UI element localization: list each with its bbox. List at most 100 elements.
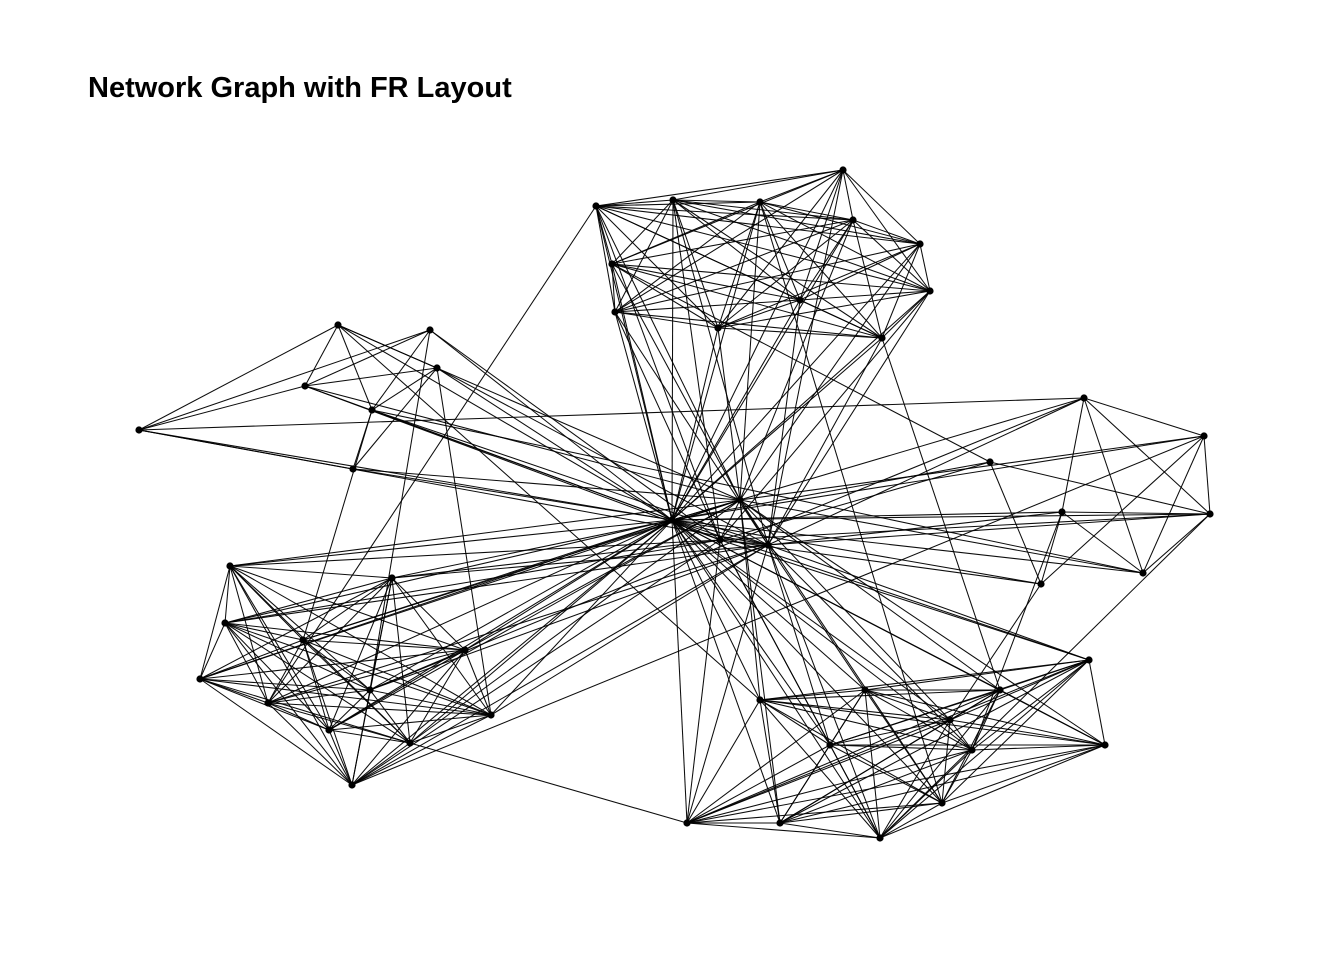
- edge-c1-c4: [686, 802, 943, 824]
- edge-h2-c2: [739, 499, 781, 824]
- node-c2: [776, 819, 784, 827]
- edge-c8-c11: [829, 689, 1001, 746]
- edge-h1-a10: [614, 311, 673, 521]
- edge-c2-c10: [759, 699, 781, 824]
- edge-h4-d7: [719, 461, 991, 541]
- edge-h4-b2: [224, 539, 721, 624]
- edge-b1-b6: [229, 565, 353, 786]
- edge-a7-a8: [799, 219, 854, 301]
- node-b4: [264, 699, 272, 707]
- edge-e1-e4: [138, 324, 339, 431]
- edge-h1-h3: [671, 519, 769, 546]
- edge-c8-c12: [949, 689, 1001, 721]
- edge-c11-c12: [829, 719, 951, 746]
- node-c5: [968, 746, 976, 754]
- edge-b2-b10: [224, 577, 393, 624]
- edge-b1-b9: [229, 565, 466, 651]
- node-a10: [611, 308, 619, 316]
- edge-h1-b6: [351, 519, 673, 786]
- edge-h1-d6: [671, 519, 1042, 585]
- node-d4: [1139, 569, 1147, 577]
- edge-e2-e3: [304, 367, 438, 387]
- edge-h1-d7: [671, 461, 991, 521]
- edge-c3-c10: [759, 699, 881, 839]
- edge-b2-b8: [224, 622, 492, 716]
- edge-b5-b9: [328, 649, 466, 731]
- edge-h1-c5: [671, 519, 973, 751]
- edge-h1-e5: [352, 468, 673, 521]
- edge-b1-b8: [229, 565, 492, 716]
- edge-a8-a12: [799, 299, 883, 339]
- node-d7: [986, 458, 994, 466]
- node-c1: [683, 819, 691, 827]
- edge-c5-c6: [971, 744, 1106, 751]
- edge-c10-c11: [759, 699, 831, 746]
- edge-e2-e5: [352, 367, 438, 470]
- node-a9: [714, 324, 722, 332]
- edge-a5-a12: [881, 243, 921, 339]
- edge-e2-e6: [371, 367, 438, 411]
- edge-h3-a6: [767, 290, 931, 546]
- edge-d1-d2: [1083, 397, 1205, 437]
- edge-a5-a6: [919, 243, 931, 292]
- edge-h3-c11: [767, 544, 831, 746]
- edge-c9-c11: [829, 689, 866, 746]
- edge-h1-b12: [369, 519, 673, 691]
- edge-h1-a11: [611, 263, 673, 521]
- edge-a3-a7: [759, 201, 854, 221]
- edge-e6-e7: [371, 329, 431, 411]
- edge-b4-b9: [267, 649, 466, 704]
- node-e3: [301, 382, 309, 390]
- edge-b3-b7: [199, 678, 411, 744]
- edge-b3-b11: [199, 639, 304, 680]
- node-c6: [1101, 741, 1109, 749]
- edge-e3-e4: [138, 385, 306, 431]
- edge-b1-b12: [229, 565, 371, 691]
- edge-a2-a10: [614, 199, 674, 313]
- edge-a3-a12: [759, 201, 883, 339]
- node-h3: [764, 541, 772, 549]
- edge-c3-c4: [879, 802, 943, 839]
- edge-c1-c6: [686, 744, 1106, 824]
- edge-c4-c11: [829, 744, 943, 804]
- edge-a11-d7: [611, 263, 991, 463]
- edge-b2-b12: [224, 622, 371, 691]
- edge-c2-c12: [779, 719, 951, 824]
- edge-h3-e6: [371, 409, 769, 546]
- edge-b3-b12: [199, 678, 371, 691]
- edge-h3-c3: [767, 544, 881, 839]
- edge-b8-e2: [436, 367, 492, 716]
- edge-h2-b5: [328, 499, 741, 731]
- edge-c2-c3: [779, 822, 881, 839]
- edge-c3-c6: [879, 744, 1106, 839]
- edge-a7-a10: [614, 219, 854, 313]
- edge-h2-b3: [199, 499, 741, 680]
- edge-a2-a4: [672, 169, 844, 201]
- edge-h1-d5: [671, 511, 1063, 521]
- edge-a5-a8: [799, 243, 921, 301]
- node-d3: [1206, 510, 1214, 518]
- edge-h4-c1: [686, 539, 721, 824]
- edge-c5-c10: [759, 699, 973, 751]
- edge-h1-e6: [371, 409, 673, 521]
- edge-b2-b4: [224, 622, 269, 704]
- edge-h2-c8: [739, 499, 1001, 691]
- edge-h4-d6: [719, 539, 1042, 585]
- edge-h1-e1: [337, 324, 673, 521]
- edge-h3-b10: [391, 544, 769, 579]
- edge-h1-a6: [671, 290, 931, 521]
- edge-b9-b11: [302, 639, 466, 651]
- edge-h1-e2: [436, 367, 673, 521]
- edge-b8-b11: [302, 639, 492, 716]
- edge-h4-c11: [719, 539, 831, 746]
- edge-h3-b4: [267, 544, 769, 704]
- edge-e4-e5: [138, 429, 354, 470]
- edge-h3-b12: [369, 544, 769, 691]
- node-b10: [388, 574, 396, 582]
- edge-a4-a8: [799, 169, 844, 301]
- edge-d1-d4: [1083, 397, 1144, 574]
- edge-b8-b10: [391, 577, 492, 716]
- node-a11: [608, 260, 616, 268]
- edge-b2-b9: [224, 622, 466, 651]
